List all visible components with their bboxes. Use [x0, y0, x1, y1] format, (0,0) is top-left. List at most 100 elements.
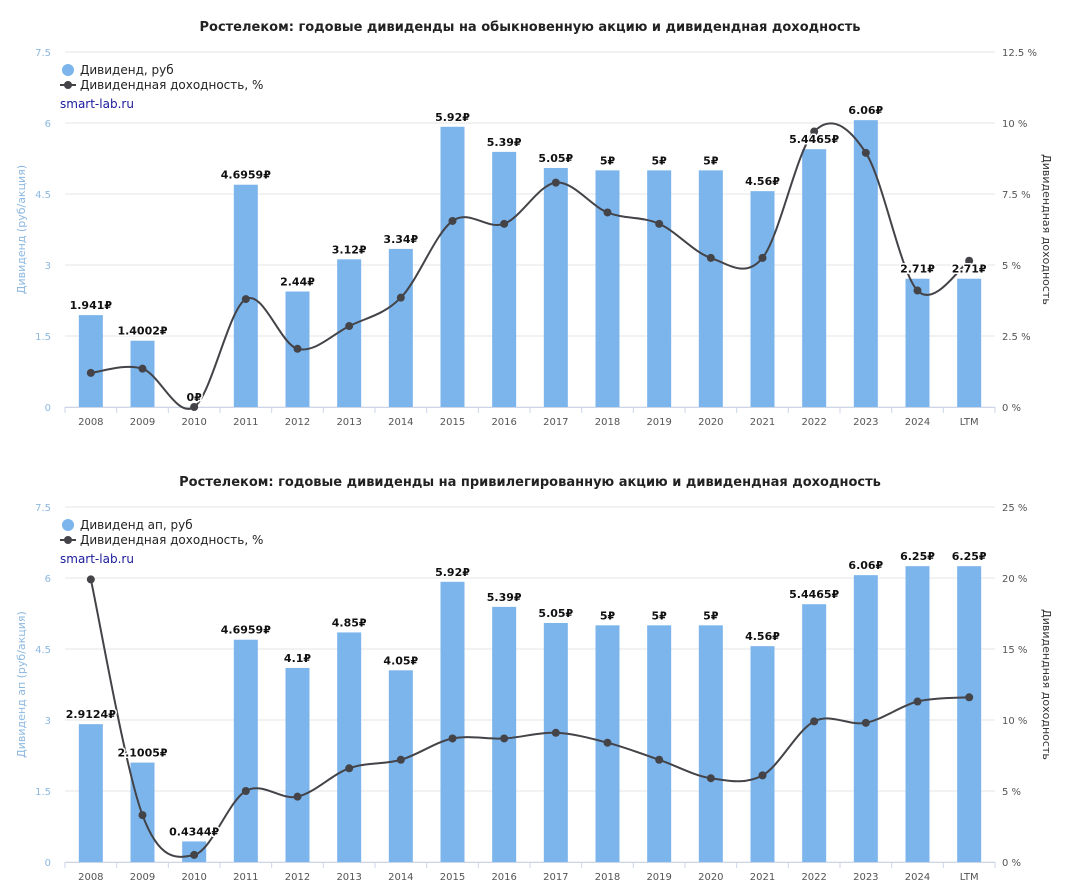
legend-item-line[interactable]: Дивидендная доходность, %: [80, 78, 263, 92]
yield-point[interactable]: [603, 208, 612, 217]
yield-point[interactable]: [706, 253, 715, 262]
bar[interactable]: [543, 622, 568, 862]
yield-point[interactable]: [500, 734, 509, 743]
yield-point[interactable]: [758, 771, 767, 780]
yield-point[interactable]: [551, 728, 560, 737]
data-label: 3.34₽: [383, 233, 418, 246]
data-label: 5₽: [600, 609, 616, 622]
bar[interactable]: [440, 581, 465, 862]
legend-item-line[interactable]: Дивидендная доходность, %: [80, 533, 263, 547]
bar[interactable]: [698, 625, 723, 862]
bar[interactable]: [595, 170, 620, 407]
yield-point[interactable]: [345, 764, 354, 773]
bar[interactable]: [388, 670, 413, 862]
yield-point[interactable]: [138, 364, 147, 373]
bar[interactable]: [388, 248, 413, 407]
bar[interactable]: [543, 167, 568, 407]
x-tick-label: 2013: [336, 417, 361, 428]
y-tick-label-left: 1.5: [35, 787, 51, 798]
yield-point[interactable]: [861, 718, 870, 727]
yield-point[interactable]: [396, 293, 405, 302]
source-link[interactable]: smart-lab.ru: [60, 552, 134, 566]
bar[interactable]: [905, 278, 930, 407]
data-label: 5.05₽: [538, 607, 573, 620]
bar[interactable]: [802, 604, 827, 862]
yield-point[interactable]: [551, 178, 560, 187]
yield-point[interactable]: [861, 148, 870, 157]
yield-point[interactable]: [810, 127, 819, 136]
yield-point[interactable]: [706, 774, 715, 783]
data-label: 5₽: [703, 154, 719, 167]
yield-point[interactable]: [965, 693, 974, 702]
x-tick-label: 2020: [698, 872, 723, 883]
x-tick-label: 2008: [78, 872, 103, 883]
yield-point[interactable]: [293, 344, 302, 353]
source-link[interactable]: smart-lab.ru: [60, 97, 134, 111]
y-tick-label-right: 10 %: [1002, 716, 1027, 727]
yield-point[interactable]: [655, 219, 664, 228]
y-tick-label-left: 1.5: [35, 332, 51, 343]
yield-point[interactable]: [396, 755, 405, 764]
yield-point[interactable]: [190, 850, 199, 859]
yield-point[interactable]: [86, 575, 95, 584]
yield-point[interactable]: [241, 295, 250, 304]
x-tick-label: 2016: [491, 872, 516, 883]
bar[interactable]: [957, 566, 982, 862]
bar[interactable]: [337, 632, 362, 862]
yield-point[interactable]: [810, 717, 819, 726]
data-label: 4.56₽: [745, 175, 780, 188]
bar[interactable]: [492, 151, 517, 407]
legend-item-bars[interactable]: Дивиденд ап, руб: [80, 518, 193, 532]
bar[interactable]: [440, 126, 465, 407]
y-tick-label-right: 0 %: [1002, 858, 1021, 869]
x-tick-label: 2015: [440, 872, 465, 883]
yield-point[interactable]: [448, 734, 457, 743]
yield-point[interactable]: [758, 253, 767, 262]
x-tick-label: LTM: [960, 872, 979, 883]
bar[interactable]: [750, 646, 775, 862]
bar[interactable]: [698, 170, 723, 407]
data-label: 4.1₽: [284, 652, 311, 665]
x-tick-label: 2017: [543, 417, 568, 428]
bar[interactable]: [285, 667, 310, 862]
x-tick-label: 2019: [646, 872, 671, 883]
x-tick-label: LTM: [960, 417, 979, 428]
yield-point[interactable]: [913, 286, 922, 295]
bar[interactable]: [337, 259, 362, 407]
y-tick-label-right: 12.5 %: [1002, 48, 1037, 59]
bar[interactable]: [78, 315, 103, 407]
yield-point[interactable]: [655, 755, 664, 764]
bar[interactable]: [647, 170, 672, 407]
legend-item-bars[interactable]: Дивиденд, руб: [80, 63, 174, 77]
y-tick-label-right: 15 %: [1002, 645, 1027, 656]
yield-point[interactable]: [965, 256, 974, 265]
bar[interactable]: [647, 625, 672, 862]
y-tick-label-right: 7.5 %: [1002, 190, 1031, 201]
bar[interactable]: [957, 278, 982, 407]
yield-point[interactable]: [500, 219, 509, 228]
x-tick-label: 2011: [233, 417, 258, 428]
bar[interactable]: [750, 191, 775, 407]
bar[interactable]: [78, 724, 103, 862]
bar[interactable]: [853, 575, 878, 862]
bar[interactable]: [853, 120, 878, 407]
yield-point[interactable]: [138, 811, 147, 820]
yield-point[interactable]: [345, 322, 354, 331]
bar[interactable]: [233, 639, 258, 862]
yield-point[interactable]: [913, 697, 922, 706]
yield-point[interactable]: [448, 216, 457, 225]
x-tick-label: 2020: [698, 417, 723, 428]
yield-point[interactable]: [190, 403, 199, 411]
yield-point[interactable]: [603, 738, 612, 747]
yield-point[interactable]: [293, 792, 302, 801]
yield-point[interactable]: [241, 787, 250, 795]
bar[interactable]: [802, 149, 827, 407]
data-label: 5₽: [652, 609, 668, 622]
data-label: 2.71₽: [952, 263, 987, 276]
yield-point[interactable]: [86, 368, 95, 377]
x-tick-label: 2024: [905, 417, 930, 428]
y-tick-label-left: 6: [45, 574, 51, 585]
bar[interactable]: [492, 606, 517, 862]
y-tick-label-left: 7.5: [35, 48, 51, 59]
bar[interactable]: [905, 566, 930, 862]
